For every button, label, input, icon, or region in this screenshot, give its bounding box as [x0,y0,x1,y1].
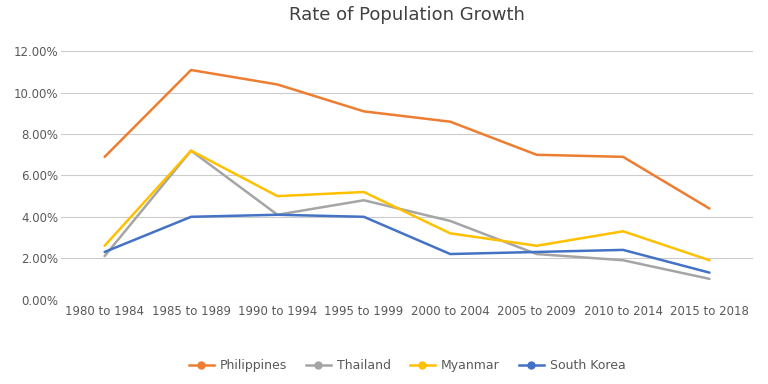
Myanmar [187,148,196,153]
Philippines [705,206,714,211]
Philippines [532,152,541,157]
Myanmar [618,229,627,233]
South Korea [187,215,196,219]
Philippines [100,154,109,159]
Myanmar [273,194,282,199]
Line: Philippines: Philippines [104,70,710,209]
South Korea [618,248,627,252]
South Korea [273,212,282,217]
Myanmar [532,243,541,248]
Line: Myanmar: Myanmar [104,151,710,260]
Thailand [100,254,109,258]
Philippines [359,109,369,114]
Line: South Korea: South Korea [104,215,710,273]
Thailand [532,252,541,257]
Thailand [705,276,714,281]
South Korea [100,250,109,254]
Myanmar [100,243,109,248]
Thailand [618,258,627,263]
Myanmar [359,190,369,194]
Myanmar [705,258,714,263]
Line: Thailand: Thailand [104,151,710,279]
Thailand [359,198,369,203]
Philippines [445,119,455,124]
Thailand [445,218,455,223]
Philippines [618,154,627,159]
Philippines [273,82,282,87]
South Korea [705,270,714,275]
Myanmar [445,231,455,236]
Legend: Philippines, Thailand, Myanmar, South Korea: Philippines, Thailand, Myanmar, South Ko… [184,354,631,377]
Thailand [187,148,196,153]
South Korea [359,215,369,219]
Title: Rate of Population Growth: Rate of Population Growth [289,6,525,23]
Thailand [273,212,282,217]
South Korea [532,250,541,254]
South Korea [445,252,455,257]
Philippines [187,68,196,72]
